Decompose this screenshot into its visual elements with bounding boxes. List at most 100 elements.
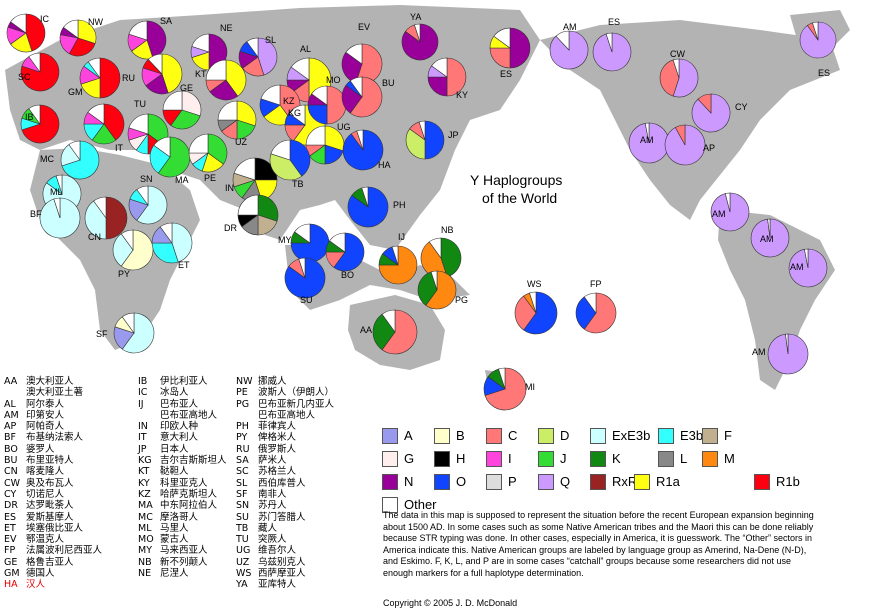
abbreviation-code: IN: [138, 421, 148, 433]
pie-ij: [378, 245, 418, 285]
pie-ap: [664, 124, 706, 166]
pie-label: JP: [448, 130, 459, 140]
pie-label: KZ: [283, 96, 295, 106]
legend-item-d: D: [538, 427, 569, 445]
abbreviation-name: 俾格米人: [258, 432, 297, 444]
abbreviation-row: PE 波斯人（伊朗人）: [236, 387, 334, 398]
pie-slice-r1b: [103, 103, 125, 141]
pie-slice-other: [391, 245, 399, 266]
abbreviation-code: IC: [138, 387, 148, 399]
pie-slice-o: [424, 120, 445, 160]
pie-sc: [20, 52, 60, 92]
data-note: The data in this map is supposed to repr…: [383, 510, 814, 578]
abbreviation-row: MA 中东阿拉伯人: [138, 500, 227, 511]
pie-label: UG: [337, 122, 351, 132]
pie-label: SU: [300, 295, 313, 305]
abbreviation-row: HA 汉人: [4, 579, 102, 590]
pie-label: YA: [410, 12, 421, 22]
abbreviation-name: 澳大利亚人: [26, 376, 74, 387]
abbreviation-code: HA: [4, 579, 18, 591]
legend-item-r1b: R1b: [754, 473, 800, 491]
abbreviation-row: 巴布亚高地人: [138, 410, 227, 421]
abbreviation-name: 布里亚特人: [26, 455, 74, 467]
abbreviation-name: 菲律宾人: [258, 421, 297, 433]
legend-label: O: [456, 474, 467, 490]
abbreviation-name: 苏门答腊人: [258, 511, 306, 523]
abbreviation-row: AL 阿尔泰人: [4, 399, 102, 410]
pie-slice-e3b: [61, 140, 100, 180]
pie-slice-r1a: [236, 100, 257, 127]
abbreviation-row: AA 澳大利亚人: [4, 376, 102, 387]
pie-slice-other: [430, 270, 438, 291]
title-line1: Y Haplogroups: [470, 172, 563, 188]
pie-slice-other: [153, 136, 171, 158]
pie-dr: [237, 194, 279, 236]
pie-nb: [420, 237, 462, 279]
abbreviation-code: ET: [4, 522, 16, 534]
legend-item-exe3b: ExE3b: [590, 427, 650, 445]
abbreviation-code: EV: [4, 534, 17, 546]
pie-label: SC: [18, 72, 31, 82]
abbreviation-code: NE: [138, 568, 152, 580]
abbreviation-code: PE: [236, 387, 248, 399]
pie-slice-other: [147, 53, 163, 75]
abbreviation-name: 挪威人: [258, 376, 287, 387]
pie-slice-other: [812, 21, 819, 41]
pie-slice-other: [53, 197, 61, 219]
abbreviation-row: CN 喀麦隆人: [4, 466, 102, 477]
pie-es: [489, 27, 531, 69]
abbreviation-row: SL 西伯库普人: [236, 478, 334, 489]
pie-slice-other: [311, 85, 328, 106]
pie-slice-other: [233, 157, 256, 181]
abbreviation-row: EV 鄂温克人: [4, 534, 102, 545]
legend-swatch: [754, 473, 770, 490]
legend-label: K: [612, 451, 621, 467]
pie-slice-q: [664, 124, 706, 166]
abbreviation-row: NE 尼涅人: [138, 568, 227, 579]
abbreviation-row: MC 摩洛哥人: [138, 512, 227, 523]
abbreviation-row: SU 苏门答腊人: [236, 512, 334, 523]
abbreviation-code: KZ: [138, 488, 151, 500]
abbreviation-row: DR 达罗毗荼人: [4, 500, 102, 511]
legend-label: R1b: [776, 474, 800, 490]
abbreviation-name: 西萨摩亚人: [258, 568, 306, 580]
pie-label: ET: [178, 260, 190, 270]
pie-slice-c: [674, 124, 686, 146]
abbreviation-name: 布基纳法索人: [26, 432, 84, 444]
legend-label: H: [456, 451, 466, 467]
legend-item-k: K: [590, 450, 621, 468]
legend-item-l: L: [658, 450, 687, 468]
abbreviation-code: AP: [4, 421, 17, 433]
pie-py: [112, 229, 154, 271]
pie-slice-r1b: [25, 13, 46, 52]
pie-slice-other: [217, 100, 238, 121]
abbreviation-code: AM: [4, 409, 19, 421]
pie-label: AM: [760, 234, 774, 244]
abbreviation-row: UZ 乌兹别克人: [236, 557, 334, 568]
pie-ky: [427, 57, 467, 97]
pie-slice-other: [555, 30, 570, 51]
abbreviation-code: PY: [236, 432, 248, 444]
pie-slice-other: [345, 43, 363, 65]
pie-label: IJ: [398, 232, 405, 242]
abbreviation-name: 格鲁吉亚人: [26, 556, 74, 568]
abbreviation-code: IT: [138, 432, 147, 444]
pie-slice-k: [440, 237, 462, 278]
pie-slice-o: [307, 104, 328, 125]
legend-swatch: [658, 450, 674, 467]
abbreviation-name: 阿尔泰人: [26, 398, 65, 410]
abbreviation-row: IT 意大利人: [138, 432, 227, 443]
pie-ws: [514, 291, 558, 335]
pie-slice-d: [269, 153, 303, 181]
abbreviation-code: IJ: [138, 398, 144, 410]
pie-slice-n: [209, 79, 239, 101]
pie-slice-d: [405, 128, 426, 160]
abbreviation-name: 意大利人: [160, 432, 199, 444]
pie-ya: [401, 23, 439, 61]
pie-slice-rxr1: [105, 196, 128, 240]
pie-slice-o: [575, 296, 597, 330]
pie-label: ES: [608, 17, 620, 27]
abbreviation-name: 婆罗人: [26, 443, 55, 455]
legend-label: G: [404, 451, 415, 467]
abbreviation-code: GE: [4, 556, 18, 568]
